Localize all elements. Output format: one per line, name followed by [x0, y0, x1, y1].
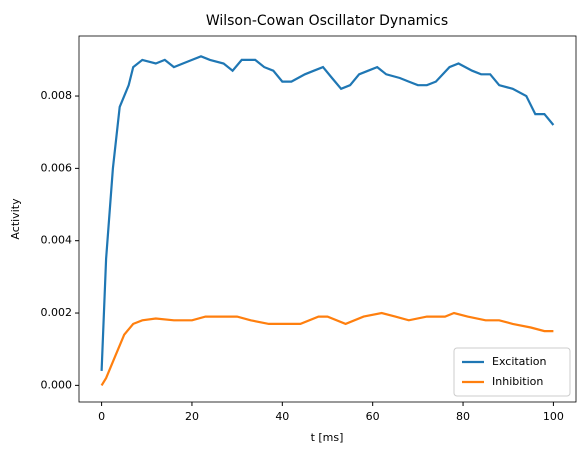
line-series [100, 55, 555, 371]
y-axis-label: Activity [9, 198, 22, 240]
x-tick-label: 60 [366, 410, 380, 423]
y-tick-label: 0.004 [41, 234, 73, 247]
y-tick-label: 0.006 [41, 161, 73, 174]
x-tick-label: 80 [456, 410, 470, 423]
chart-title: Wilson-Cowan Oscillator Dynamics [206, 13, 448, 29]
x-tick-label: 40 [275, 410, 289, 423]
line-series [100, 311, 554, 386]
legend-label: Excitation [492, 355, 547, 368]
x-tick-label: 100 [543, 410, 564, 423]
y-tick-label: 0.000 [41, 378, 73, 391]
legend-box [453, 347, 571, 397]
y-tick-label: 0.002 [41, 306, 73, 319]
x-axis-label: t [ms] [311, 431, 344, 444]
plot-frame [78, 35, 577, 403]
legend-label: Inhibition [492, 375, 543, 388]
x-tick-label: 0 [98, 410, 105, 423]
y-tick-label: 0.008 [41, 89, 73, 102]
x-tick-label: 20 [185, 410, 199, 423]
